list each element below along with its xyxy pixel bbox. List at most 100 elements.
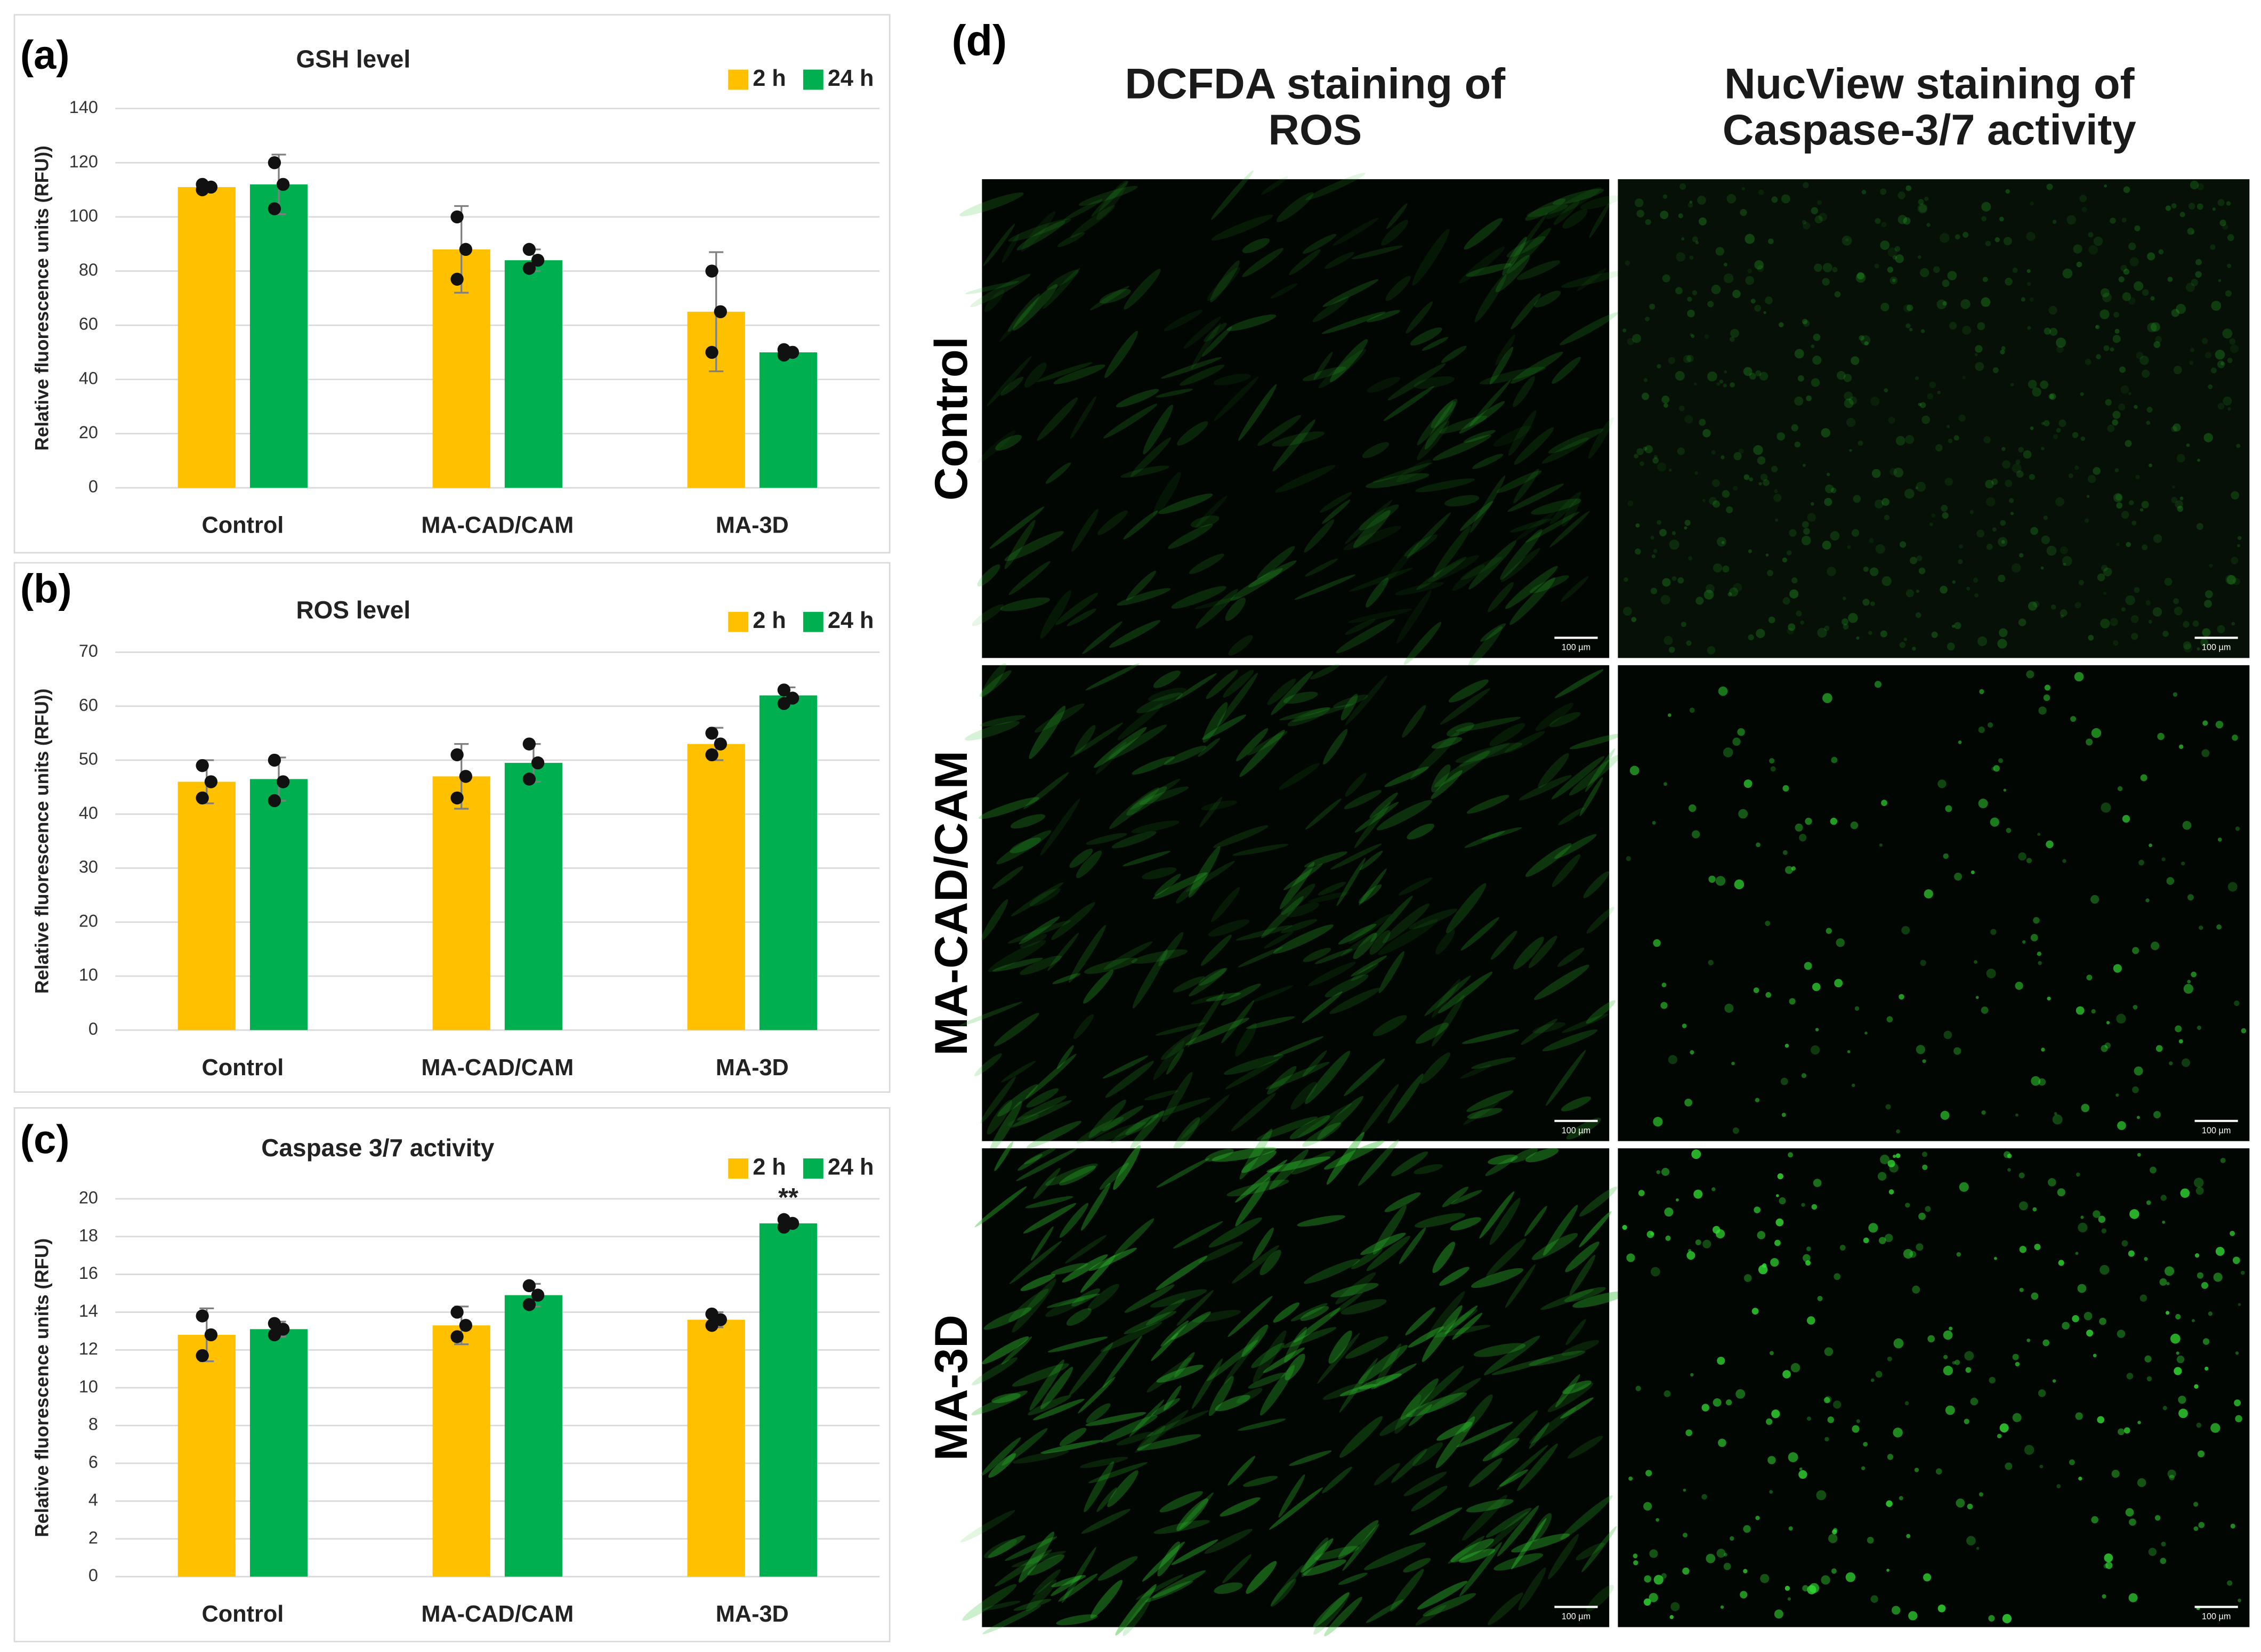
cell xyxy=(1654,455,1658,459)
cell xyxy=(2043,515,2048,520)
cell xyxy=(1353,510,1391,548)
cell xyxy=(1002,234,1020,263)
cell xyxy=(1875,544,1885,554)
cell xyxy=(1081,1509,1131,1534)
cell xyxy=(1650,1267,1660,1277)
cell xyxy=(1880,302,1889,312)
y-tick-label: 60 xyxy=(79,695,98,714)
cell xyxy=(2169,1061,2173,1066)
cell xyxy=(1747,268,1753,273)
cell xyxy=(1426,1291,1465,1340)
cell xyxy=(965,721,1020,741)
cell xyxy=(1686,640,1692,646)
cell xyxy=(1308,962,1356,987)
cell xyxy=(1511,351,1563,384)
cell xyxy=(2210,1423,2220,1433)
y-axis-label: Relative fluorescence units (RFU)) xyxy=(31,689,52,994)
cell xyxy=(1880,240,1890,250)
cell xyxy=(1366,1599,1404,1623)
y-tick-label: 6 xyxy=(88,1453,98,1472)
cell xyxy=(2142,369,2150,378)
cell xyxy=(1257,415,1301,446)
cell xyxy=(1967,1503,1973,1510)
data-point xyxy=(196,178,209,191)
cell xyxy=(1341,932,1376,957)
cell xyxy=(1290,1082,1317,1110)
cell xyxy=(1863,566,1869,572)
cell xyxy=(1979,1492,1983,1497)
cell xyxy=(1723,1562,1731,1570)
cell xyxy=(1689,707,1695,713)
cell xyxy=(1569,1254,1596,1295)
y-tick-label: 120 xyxy=(69,152,98,171)
data-point xyxy=(705,727,718,740)
cell xyxy=(1466,795,1509,814)
cell xyxy=(2220,361,2224,366)
cell xyxy=(1943,1355,1948,1359)
cell xyxy=(2104,1042,2111,1049)
cell xyxy=(1802,318,1808,325)
cell xyxy=(1202,702,1228,743)
cell xyxy=(1432,1242,1455,1274)
cell xyxy=(1008,561,1051,595)
cell xyxy=(2033,601,2040,608)
cell xyxy=(1351,963,1379,981)
cell xyxy=(1396,459,1432,482)
cell xyxy=(2055,497,2065,506)
cell xyxy=(2019,1246,2026,1253)
data-point xyxy=(268,794,281,808)
cell xyxy=(1188,991,1224,1047)
cell xyxy=(1175,673,1217,700)
cell xyxy=(1515,511,1556,541)
cell xyxy=(988,940,1046,972)
cell xyxy=(1028,1395,1071,1415)
cell xyxy=(1681,622,1686,627)
cell xyxy=(1130,437,1172,477)
cell xyxy=(1560,1495,1613,1540)
cell xyxy=(1450,1217,1481,1231)
cell xyxy=(1070,722,1124,757)
cell xyxy=(2098,1215,2106,1223)
cell xyxy=(2166,1311,2170,1315)
cell xyxy=(2118,1428,2125,1436)
cell xyxy=(1326,1132,1365,1185)
cell xyxy=(2043,694,2050,702)
cell xyxy=(1007,293,1040,332)
cell xyxy=(1748,549,1753,553)
cell xyxy=(981,1437,1021,1476)
cell xyxy=(2086,974,2093,981)
cell xyxy=(1687,296,1692,302)
cell xyxy=(1094,1122,1146,1142)
cell xyxy=(1158,932,1184,966)
cell xyxy=(1358,1345,1408,1384)
cell xyxy=(1011,882,1064,917)
cell xyxy=(1047,933,1079,971)
cell xyxy=(982,1605,1041,1634)
y-tick-label: 0 xyxy=(88,1019,98,1038)
cell xyxy=(1436,1422,1473,1441)
cell xyxy=(1409,908,1458,930)
cell xyxy=(2120,385,2129,394)
cell xyxy=(1895,436,1905,446)
cell xyxy=(1916,481,1926,492)
cell xyxy=(1040,590,1071,639)
cell xyxy=(1037,397,1078,441)
cell xyxy=(1891,1606,1901,1615)
cell xyxy=(2060,546,2068,554)
cell xyxy=(1364,1542,1426,1570)
cell xyxy=(1036,362,1093,382)
cell xyxy=(2137,1153,2141,1157)
cell xyxy=(1272,419,1316,472)
cell xyxy=(1415,1605,1447,1626)
cell xyxy=(1692,290,1698,295)
cell xyxy=(1822,541,1831,550)
cell xyxy=(2072,1315,2079,1323)
cell xyxy=(1152,1570,1206,1599)
cell xyxy=(1491,1357,1554,1375)
cell xyxy=(1239,1129,1273,1180)
cell xyxy=(2048,393,2054,399)
cell xyxy=(1136,692,1183,713)
cell xyxy=(1966,586,1971,591)
cell xyxy=(1529,1350,1586,1366)
cell xyxy=(1788,623,1796,631)
